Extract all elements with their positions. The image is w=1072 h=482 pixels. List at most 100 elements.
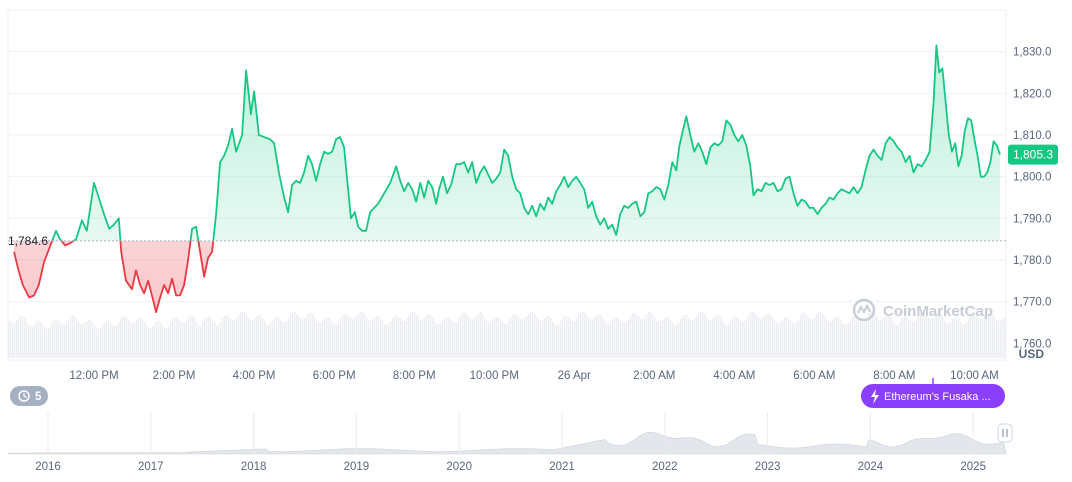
volume-bar [940, 314, 942, 358]
volume-bar [574, 321, 576, 358]
lightning-icon [871, 389, 879, 404]
volume-bar [34, 324, 36, 358]
volume-bar [964, 324, 966, 358]
volume-bar [638, 317, 640, 358]
volume-bar [506, 324, 508, 358]
volume-bar [48, 328, 50, 358]
volume-bar [288, 318, 290, 358]
volume-bar [496, 317, 498, 358]
volume-bar [468, 317, 470, 358]
volume-bar [44, 327, 46, 358]
navigator-year-label: 2017 [138, 461, 164, 473]
price-line[interactable] [13, 44, 1001, 313]
volume-bar [942, 317, 944, 358]
volume-bar [114, 326, 116, 358]
volume-bar [922, 312, 924, 358]
volume-bar [196, 322, 198, 358]
volume-bar [338, 322, 340, 358]
volume-bar [654, 317, 656, 358]
events-badge[interactable]: 5 [10, 386, 48, 406]
volume-bar [766, 314, 768, 358]
volume-bar [642, 319, 644, 358]
volume-bar [262, 318, 264, 358]
volume-bar [776, 323, 778, 358]
volume-bar [404, 321, 406, 358]
volume-bar [768, 313, 770, 358]
x-tick-label: 2:00 AM [633, 370, 675, 382]
volume-bar [244, 312, 246, 358]
volume-bar [714, 317, 716, 358]
volume-bar [84, 323, 86, 358]
volume-bar [614, 318, 616, 358]
volume-bar [832, 319, 834, 358]
volume-bar [156, 321, 158, 358]
volume-bar [252, 320, 254, 358]
volume-bar [676, 324, 678, 358]
volume-bar [24, 318, 26, 358]
volume-bar [854, 315, 856, 358]
volume-bar [266, 324, 268, 358]
area-below-reference [14, 240, 214, 313]
volume-bar [20, 316, 22, 358]
volume-bar [382, 321, 384, 358]
volume-bar [652, 314, 654, 358]
volume-bar [1004, 317, 1006, 358]
volume-bar [392, 318, 394, 358]
volume-bar [696, 316, 698, 358]
volume-bar [218, 324, 220, 358]
volume-bar [694, 319, 696, 358]
volume-bar [524, 318, 526, 358]
event-marker[interactable]: Ethereum's Fusaka ... [861, 378, 1005, 408]
volume-bar [874, 314, 876, 358]
volume-bar [90, 320, 92, 358]
volume-bar [116, 325, 118, 358]
volume-bar [510, 318, 512, 358]
volume-bar [882, 318, 884, 358]
navigator-handle[interactable] [997, 423, 1013, 443]
volume-bar [476, 315, 478, 358]
volume-bar [610, 323, 612, 358]
coinmarketcap-logo-icon [852, 298, 876, 322]
volume-bar [712, 319, 714, 358]
price-area [14, 45, 1000, 313]
volume-bar [62, 324, 64, 358]
volume-bar [458, 318, 460, 358]
volume-bar [98, 329, 100, 358]
navigator-year-label: 2024 [858, 461, 884, 473]
volume-bar [742, 322, 744, 358]
volume-bar [708, 320, 710, 358]
volume-bar [1002, 319, 1004, 358]
volume-bar [650, 312, 652, 358]
volume-bar [148, 328, 150, 358]
volume-bar [664, 318, 666, 358]
volume-bar [756, 315, 758, 358]
volume-bar [280, 319, 282, 358]
volume-bar [356, 316, 358, 358]
volume-bar [58, 320, 60, 358]
volume-bar [410, 312, 412, 358]
volume-bar [76, 319, 78, 358]
volume-bar [936, 313, 938, 358]
navigator-year-label: 2021 [549, 461, 575, 473]
volume-bar [486, 321, 488, 358]
x-tick-label: 10:00 AM [950, 370, 999, 382]
volume-bar [64, 324, 66, 358]
volume-bar [690, 320, 692, 358]
volume-bar [342, 315, 344, 358]
volume-bar [56, 319, 58, 358]
currency-label: USD [1019, 347, 1045, 361]
navigator[interactable] [7, 412, 1007, 455]
volume-bar [918, 315, 920, 358]
volume-bar [418, 318, 420, 358]
reference-price-label: 1,784.6 [8, 234, 48, 248]
volume-bar [748, 315, 750, 358]
volume-bar [216, 325, 218, 358]
volume-bar [130, 322, 132, 358]
y-tick-label: 1,810.0 [1013, 130, 1051, 142]
volume-bar [730, 321, 732, 358]
volume-bar [998, 321, 1000, 358]
volume-bar [118, 322, 120, 358]
volume-bar [298, 316, 300, 358]
